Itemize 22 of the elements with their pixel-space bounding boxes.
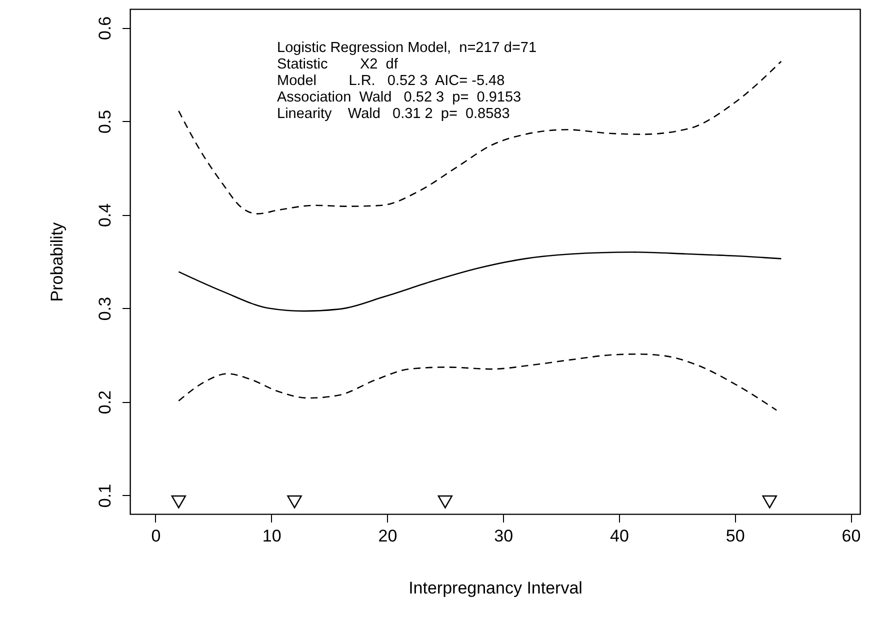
- y-tick-label: 0.2: [96, 390, 114, 414]
- y-tick-label: 0.6: [96, 16, 114, 40]
- x-tick-label: 60: [842, 526, 861, 546]
- y-axis-title: Probability: [48, 222, 66, 302]
- annotation: Model L.R. 0.52 3 AIC= -5.48: [277, 73, 505, 89]
- x-axis-title: Interpregnancy Interval: [408, 578, 582, 598]
- annotation: Logistic Regression Model, n=217 d=71: [277, 40, 537, 56]
- line-series: [178, 252, 782, 312]
- y-tick-label: 0.3: [96, 296, 114, 321]
- x-tick-label: 0: [151, 526, 161, 546]
- annotation: Linearity Wald 0.31 2 p= 0.8583: [277, 106, 510, 122]
- annotation: Statistic X2 df: [277, 56, 399, 72]
- x-tick-label: 10: [262, 526, 282, 546]
- y-tick-label: 0.4: [96, 203, 114, 228]
- x-tick-label: 20: [378, 526, 398, 546]
- y-tick-label: 0.5: [96, 110, 114, 134]
- x-tick-label: 40: [610, 526, 629, 546]
- annotation: Association Wald 0.52 3 p= 0.9153: [277, 90, 522, 106]
- line-series: [178, 353, 778, 411]
- y-tick-label: 0.1: [96, 484, 114, 508]
- x-tick-label: 50: [726, 526, 745, 546]
- x-tick-label: 30: [494, 526, 514, 546]
